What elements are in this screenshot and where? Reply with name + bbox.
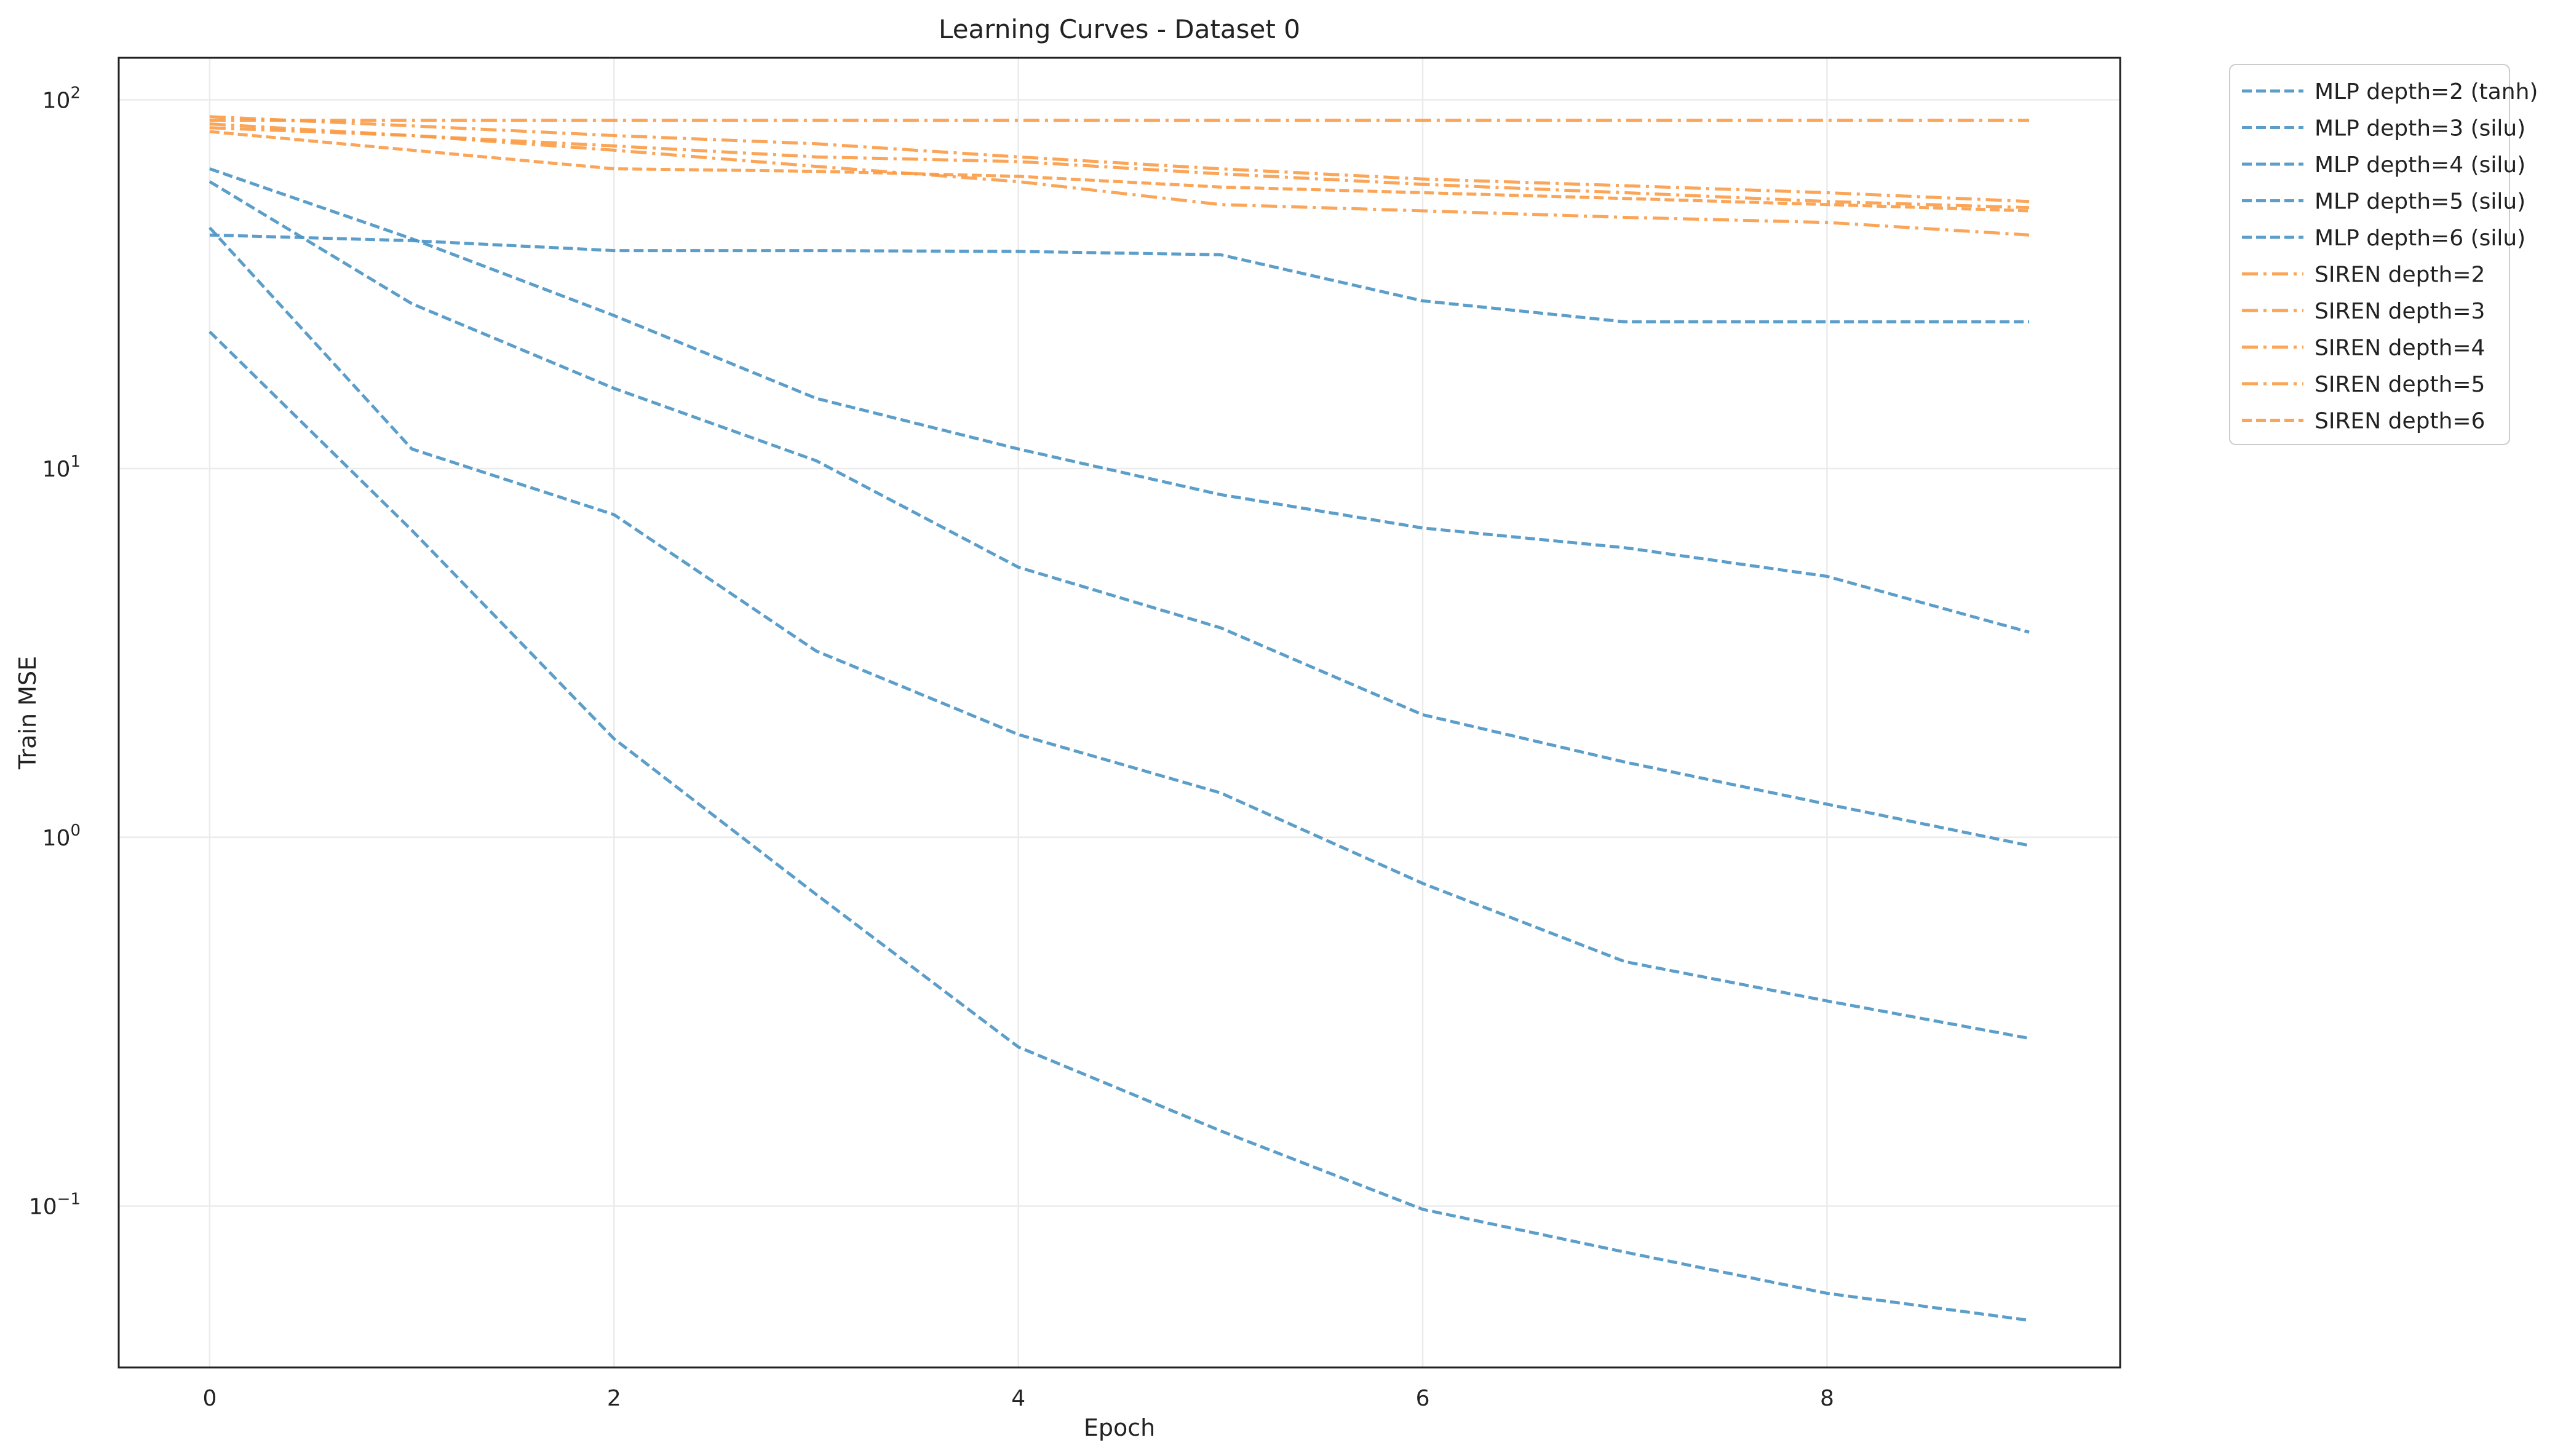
legend-frame bbox=[2229, 64, 2510, 445]
series-line-8 bbox=[209, 115, 2030, 204]
grid-lines bbox=[119, 58, 2120, 1367]
legend-label-8: SIREN depth=5 bbox=[2315, 372, 2485, 397]
series-lines bbox=[209, 115, 2030, 1322]
x-tick-label-0: 0 bbox=[202, 1386, 217, 1411]
x-tick-label-2: 4 bbox=[1011, 1386, 1025, 1411]
y-tick-label-0: 10−1 bbox=[29, 1190, 81, 1219]
x-tick-label-4: 8 bbox=[1820, 1386, 1834, 1411]
y-tick-label-2: 101 bbox=[42, 453, 81, 482]
legend-label-1: MLP depth=3 (silu) bbox=[2315, 116, 2525, 141]
legend-label-0: MLP depth=2 (tanh) bbox=[2315, 79, 2538, 105]
legend-label-3: MLP depth=5 (silu) bbox=[2315, 189, 2525, 215]
legend-label-4: MLP depth=6 (silu) bbox=[2315, 226, 2525, 251]
series-line-7 bbox=[209, 126, 2030, 210]
series-line-2 bbox=[209, 180, 2030, 847]
series-line-1 bbox=[209, 167, 2030, 634]
legend-label-6: SIREN depth=3 bbox=[2315, 299, 2485, 324]
x-axis-label: Epoch bbox=[1084, 1414, 1155, 1441]
series-line-6 bbox=[209, 122, 2030, 237]
x-tick-label-3: 6 bbox=[1416, 1386, 1430, 1411]
chart-title: Learning Curves - Dataset 0 bbox=[939, 14, 1300, 44]
plot-area-frame bbox=[117, 57, 2121, 1369]
x-tick-label-1: 2 bbox=[607, 1386, 621, 1411]
series-line-0 bbox=[209, 233, 2030, 323]
legend: MLP depth=2 (tanh) MLP depth=3 (silu) MLP … bbox=[2229, 64, 2538, 445]
legend-label-2: MLP depth=4 (silu) bbox=[2315, 152, 2525, 178]
legend-entries: MLP depth=2 (tanh) MLP depth=3 (silu) MLP … bbox=[2242, 79, 2538, 434]
legend-label-7: SIREN depth=4 bbox=[2315, 336, 2485, 361]
legend-label-9: SIREN depth=6 bbox=[2315, 409, 2485, 434]
series-line-3 bbox=[209, 226, 2030, 1040]
series-line-9 bbox=[209, 130, 2030, 213]
legend-label-5: SIREN depth=2 bbox=[2315, 263, 2485, 288]
y-axis-label: Train MSE bbox=[14, 656, 41, 770]
series-line-4 bbox=[209, 330, 2030, 1322]
x-axis-ticks: 0 2 4 6 8 bbox=[202, 1386, 1834, 1411]
